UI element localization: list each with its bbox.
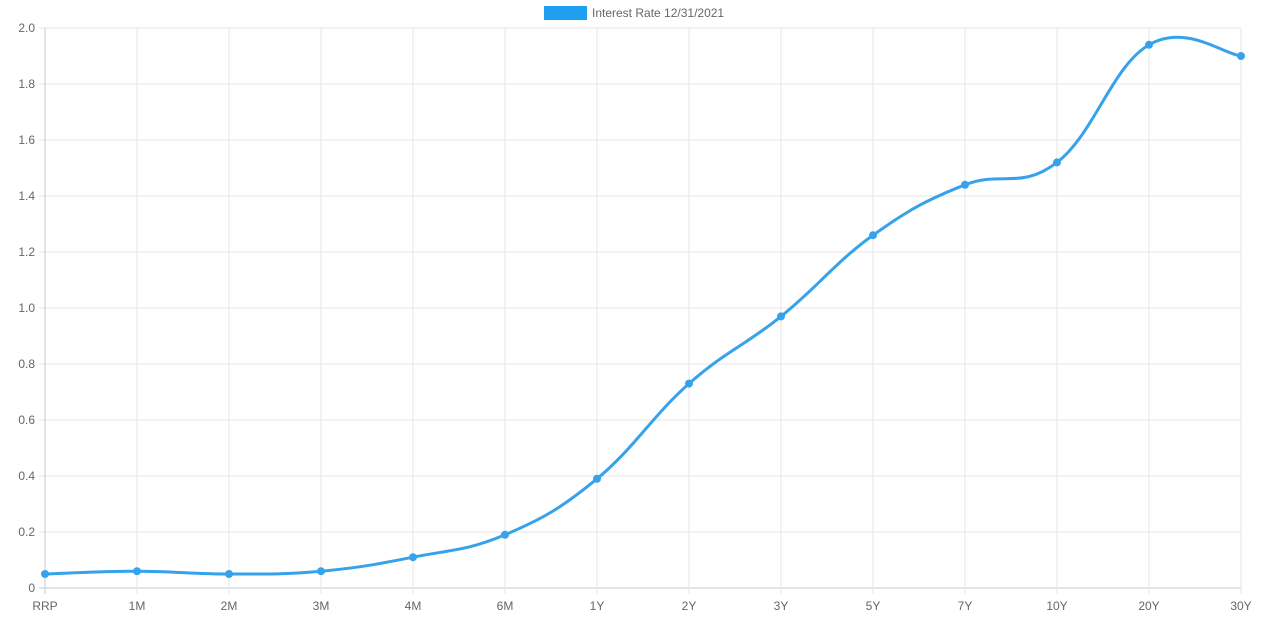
data-point-rrp[interactable]	[41, 570, 49, 578]
grid	[39, 27, 1242, 594]
data-point-6m[interactable]	[501, 530, 509, 539]
y-tick-label: 0.8	[18, 357, 35, 371]
y-tick-label: 1.0	[18, 301, 35, 315]
series-line	[43, 35, 1243, 576]
axes: 0 0.2 0.4 0.6 0.8 1.0 1.2 1.4 1.6 1.8 2.0 RRP 1M 2M 3M…	[18, 21, 1251, 613]
y-tick-label: 0.6	[18, 413, 35, 427]
y-tick-label: 1.4	[18, 189, 35, 203]
y-tick-label: 0	[28, 581, 35, 595]
y-tick-label: 0.2	[18, 525, 35, 539]
y-tick-label: 1.8	[18, 77, 35, 91]
data-point-3m[interactable]	[317, 567, 325, 576]
x-tick-label: 1Y	[590, 599, 605, 613]
data-point-7y[interactable]	[961, 180, 969, 189]
y-tick-label: 0.4	[18, 469, 35, 483]
data-point-20y[interactable]	[1145, 40, 1153, 49]
y-tick-label: 1.2	[18, 245, 35, 259]
data-point-2m[interactable]	[225, 570, 233, 578]
x-tick-label: 10Y	[1046, 599, 1067, 613]
legend[interactable]: Interest Rate 12/31/2021	[544, 6, 724, 20]
x-tick-label: 1M	[129, 599, 146, 613]
x-tick-label: 5Y	[866, 599, 881, 613]
y-tick-label: 1.6	[18, 133, 35, 147]
x-tick-label: RRP	[32, 599, 57, 613]
y-tick-label: 2.0	[18, 21, 35, 35]
data-point-1m[interactable]	[133, 567, 141, 576]
legend-label[interactable]: Interest Rate 12/31/2021	[592, 6, 724, 20]
x-tick-label: 3M	[313, 599, 330, 613]
x-tick-label: 4M	[405, 599, 422, 613]
x-tick-label: 6M	[497, 599, 514, 613]
data-point-4m[interactable]	[409, 553, 417, 562]
data-point-1y[interactable]	[593, 474, 601, 483]
legend-swatch[interactable]	[544, 6, 587, 20]
data-point-10y[interactable]	[1053, 158, 1061, 167]
data-point-3y[interactable]	[777, 312, 785, 321]
data-point-2y[interactable]	[685, 379, 693, 388]
x-tick-label: 30Y	[1230, 599, 1251, 613]
data-point-30y[interactable]	[1237, 52, 1245, 60]
x-tick-label: 2Y	[682, 599, 697, 613]
x-tick-label: 20Y	[1138, 599, 1159, 613]
x-tick-label: 2M	[221, 599, 238, 613]
x-tick-label: 3Y	[774, 599, 789, 613]
x-tick-label: 7Y	[958, 599, 973, 613]
data-point-5y[interactable]	[869, 231, 877, 240]
series-area	[41, 35, 1245, 578]
